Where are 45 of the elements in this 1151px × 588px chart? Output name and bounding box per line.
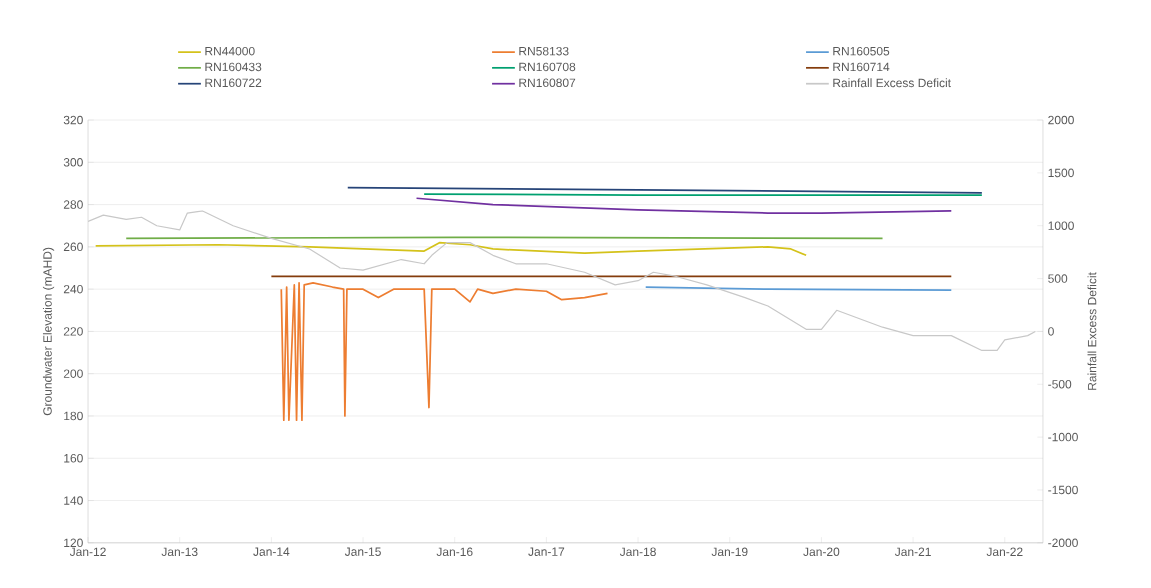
legend-label: RN160714 [833,62,890,72]
y-axis-title: Groundwater Elevation (mAHD) [42,247,55,416]
y2-tick-label: -1000 [1048,432,1078,442]
y-tick-label: 280 [63,200,83,209]
x-tick-label: Jan-14 [253,547,290,556]
legend-label: RN160505 [833,46,890,56]
y2-tick-label: 500 [1048,274,1068,283]
line-series [94,241,808,257]
x-tick-label: Jan-17 [528,547,565,556]
legend-label: RN160433 [205,62,262,72]
y2-tick-label: 1500 [1048,168,1074,178]
y2-tick-label: -2000 [1048,538,1078,547]
legend-label: RN160708 [519,62,576,72]
legend-label: RN160722 [205,78,262,87]
y-tick-label: 220 [63,327,83,336]
y-tick-label: 260 [63,242,83,252]
y-tick-label: 120 [64,538,83,547]
y-tick-label: 320 [63,115,83,125]
x-tick-label: Jan-15 [344,547,381,556]
x-tick-label: Jan-22 [986,547,1023,556]
legend-label: RN58133 [519,46,569,56]
x-tick-label: Jan-16 [436,547,473,556]
y2-tick-label: 0 [1048,327,1054,336]
x-tick-label: Jan-19 [711,547,748,556]
x-tick-label: Jan-18 [619,547,656,556]
x-tick-label: Jan-12 [69,547,106,556]
legend-label: RN160807 [519,78,576,87]
x-tick-label: Jan-13 [161,547,198,556]
y2-tick-label: -1500 [1048,485,1078,495]
line-series [415,197,953,214]
legend-label: Rainfall Excess Deficit [833,78,951,88]
y-tick-label: 160 [64,453,83,463]
y-tick-label: 140 [64,496,83,505]
y2-tick-label: -500 [1048,379,1072,389]
y2-axis-title: Rainfall Excess Deficit [1087,272,1097,390]
y-tick-label: 180 [64,411,83,421]
y2-tick-label: 1000 [1048,221,1074,230]
x-tick-label: Jan-20 [803,547,840,556]
y-tick-label: 200 [63,369,83,378]
x-tick-label: Jan-21 [894,547,931,556]
y-tick-label: 300 [63,157,83,167]
y-tick-label: 240 [63,284,83,294]
legend-label: RN44000 [205,46,255,56]
y2-tick-label: 2000 [1048,115,1074,125]
line-series [280,281,609,421]
